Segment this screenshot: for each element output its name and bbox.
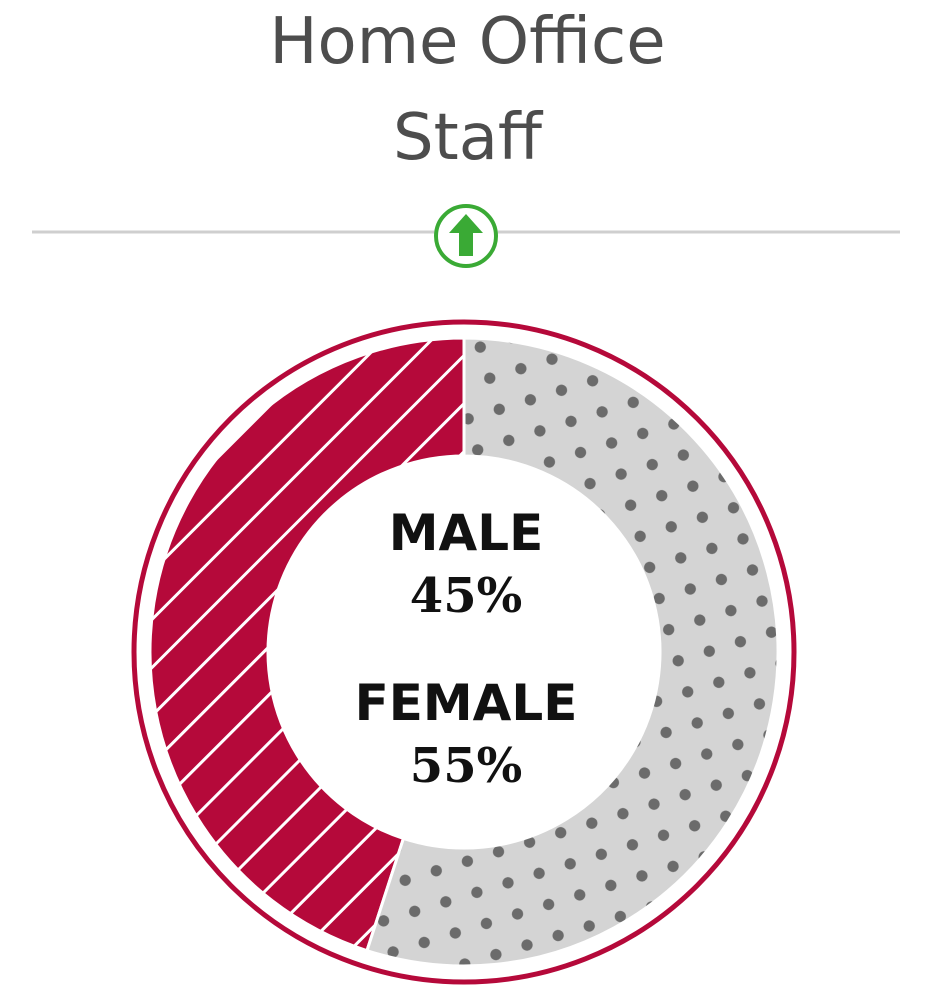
up-arrow-icon [434, 204, 498, 268]
chart-title-line-2: Staff [392, 101, 543, 175]
slice-label-female: FEMALE [355, 674, 578, 732]
slice-female [365, 336, 780, 968]
slice-male [148, 336, 466, 953]
donut-slices [148, 336, 780, 968]
slice-value-female: 55% [410, 738, 522, 794]
slice-value-male: 45% [410, 568, 522, 624]
chart-title-line-1: Home Office [269, 5, 666, 79]
slice-label-male: MALE [389, 504, 543, 562]
